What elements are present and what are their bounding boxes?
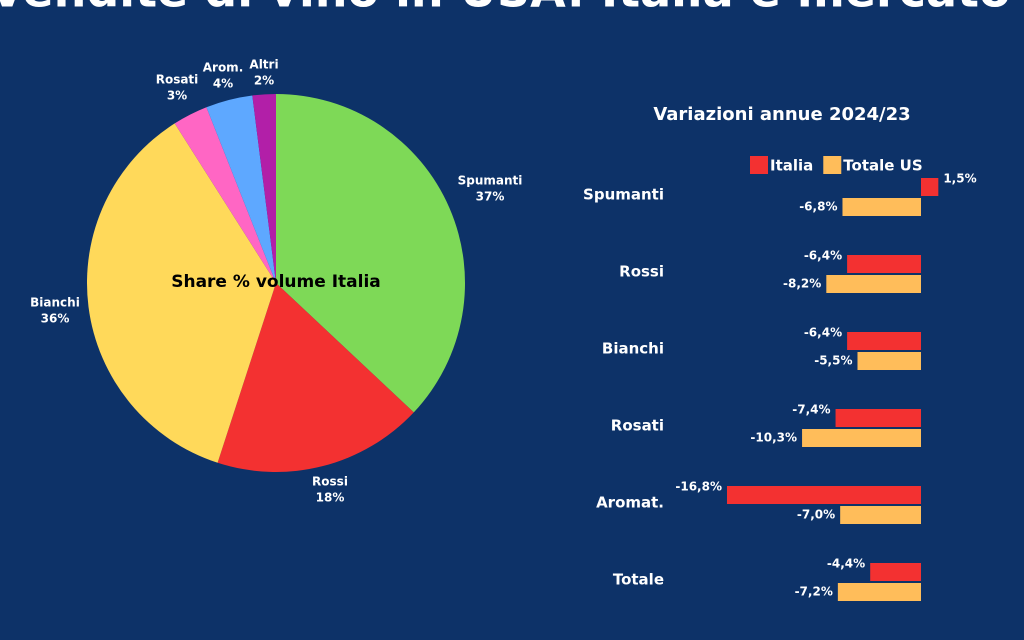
value-label: -16,8% (675, 480, 722, 494)
value-label: -7,4% (792, 403, 830, 417)
pie-slice (206, 95, 276, 283)
bar (802, 429, 921, 447)
legend-swatch (750, 156, 768, 174)
pie-slice (87, 123, 276, 463)
bar (857, 352, 921, 370)
slice-label: Arom. (203, 61, 244, 75)
value-label: -5,5% (814, 354, 852, 368)
category-label: Rosati (611, 417, 664, 435)
bar (826, 275, 921, 293)
bar (842, 198, 921, 216)
slice-value: 4% (213, 77, 233, 91)
category-label: Spumanti (583, 186, 664, 204)
value-label: -7,2% (795, 585, 833, 599)
category-label: Rossi (619, 263, 664, 281)
bar-title: Variazioni annue 2024/23 (653, 104, 910, 125)
pie-slice (174, 107, 276, 283)
bar (835, 409, 921, 427)
slice-value: 18% (316, 491, 345, 505)
value-label: -6,4% (804, 249, 842, 263)
value-label: -8,2% (783, 277, 821, 291)
bar (870, 563, 921, 581)
slice-label: Rosati (156, 73, 199, 87)
value-label: -4,4% (827, 557, 865, 571)
bar (847, 255, 921, 273)
slice-value: 36% (41, 312, 70, 326)
value-label: 1,5% (943, 172, 976, 186)
pie-chart: Spumanti 37% Rossi 18% Bianchi 36% Rosati 3% Aro… (30, 58, 522, 505)
slice-value: 3% (167, 89, 187, 103)
pie-slice (252, 94, 276, 283)
pie-slice (217, 283, 414, 473)
slice-value: 37% (476, 190, 505, 204)
page-title: Vendite di vino in USA: Italia e mercato (0, 0, 1011, 18)
slice-label: Rossi (312, 475, 348, 489)
pie-slice (276, 94, 465, 413)
slice-value: 2% (254, 74, 274, 88)
bar (840, 506, 921, 524)
slice-label: Altri (249, 58, 278, 72)
bar (847, 332, 921, 350)
bar (921, 178, 939, 196)
legend-swatch (823, 156, 842, 174)
legend-label: Italia (770, 157, 813, 175)
slice-label: Bianchi (30, 296, 80, 310)
bar (727, 486, 921, 504)
value-label: -7,0% (797, 508, 835, 522)
value-label: -10,3% (750, 431, 797, 445)
bar-chart: Italia Totale US Spumanti 1,5% -6,8% Rossi -6,… (583, 156, 977, 601)
bar (837, 583, 921, 601)
category-label: Bianchi (602, 340, 664, 358)
category-label: Aromat. (596, 494, 664, 512)
pie-title: Share % volume Italia (171, 272, 381, 292)
legend-label: Totale US (843, 157, 922, 175)
value-label: -6,8% (799, 200, 837, 214)
value-label: -6,4% (804, 326, 842, 340)
category-label: Totale (613, 571, 664, 589)
slice-label: Spumanti (458, 174, 523, 188)
